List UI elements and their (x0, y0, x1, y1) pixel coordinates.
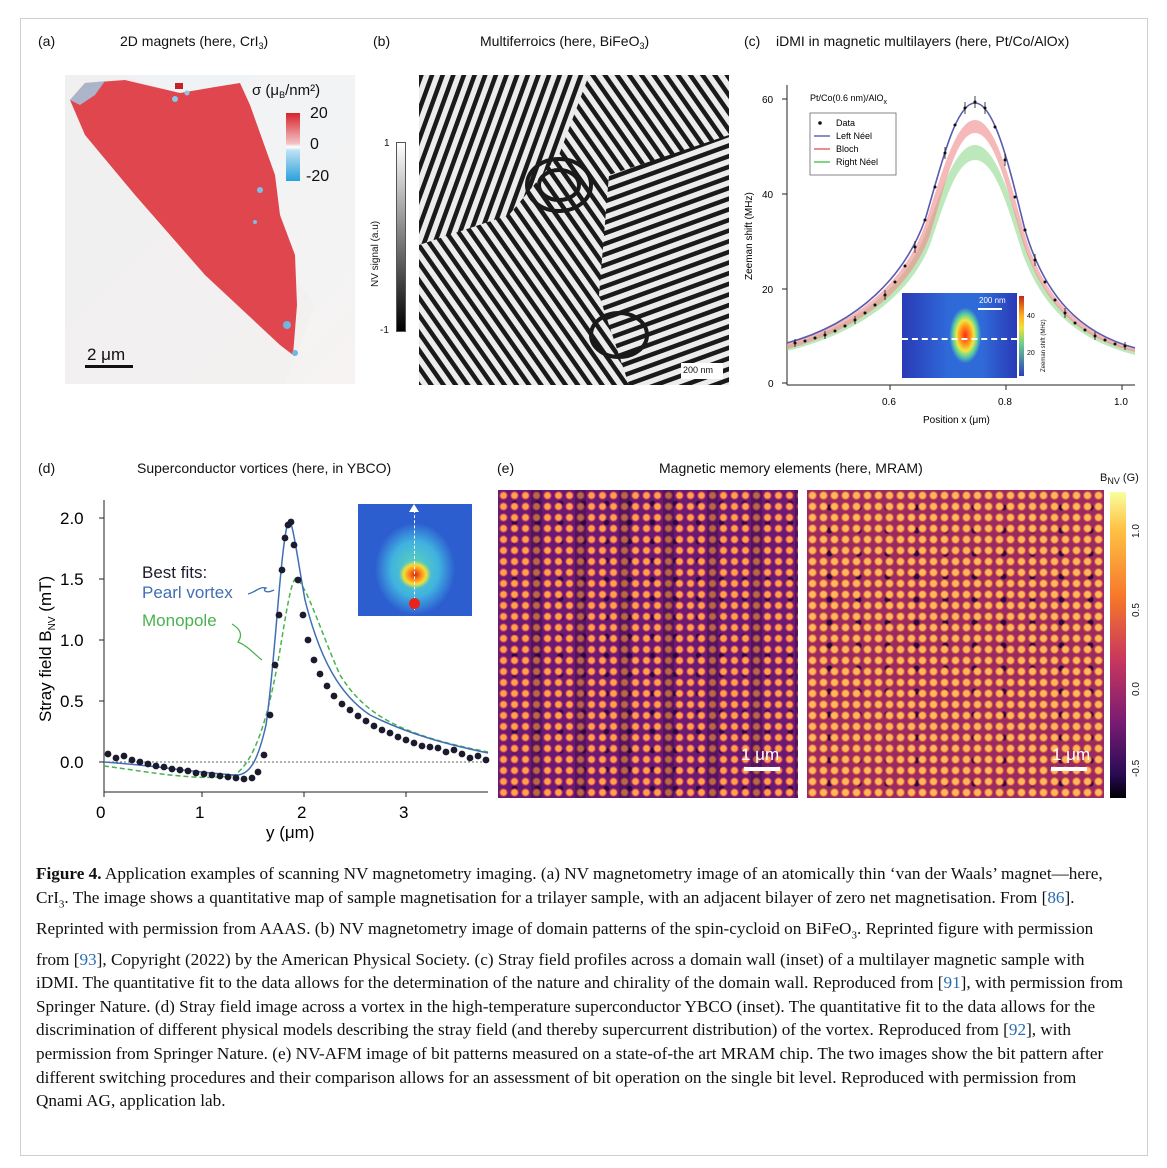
panel-d-annotation-pearl: Pearl vortex (142, 583, 233, 602)
panel-c-inset-colorbar-tick-40: 40 (1027, 313, 1035, 320)
panel-c-legend (809, 112, 897, 176)
mram-bit-pattern-right (807, 490, 1104, 798)
panel-d-ytick-2.0: 2.0 (60, 509, 84, 528)
panel-e-label: (e) (497, 460, 515, 476)
panel-d-annotation-best-fits: Best fits: (142, 563, 207, 582)
crI3-magnetisation-map (65, 75, 355, 384)
panel-c-legend-bloch: Bloch (836, 144, 859, 154)
panel-e-colorbar-label: BNV (G) (1100, 472, 1139, 486)
panel-c-xtick-0.6: 0.6 (882, 397, 896, 408)
panel-c-legend-left-neel: Left Néel (836, 131, 872, 141)
panel-e-colorbar-tick-0.5: 0.5 (1131, 603, 1142, 617)
panel-a-label: (a) (38, 33, 56, 49)
panel-d-inset-vortex-image (358, 504, 472, 616)
panel-b-colorbar-tick-max: 1 (384, 138, 390, 149)
panel-d-annotation-monopole: Monopole (142, 611, 217, 630)
panel-d-label: (d) (38, 460, 56, 476)
panel-c-xtick-1.0: 1.0 (1114, 397, 1128, 408)
panel-c-label: (c) (744, 33, 761, 49)
panel-c-ytick-20: 20 (762, 285, 774, 296)
mram-bit-pattern-left (498, 490, 798, 798)
panel-a-colorbar-tick-min: -20 (306, 168, 330, 185)
panel-d-ytick-1.5: 1.5 (60, 570, 84, 589)
panel-d-title: Superconductor vortices (here, in YBCO) (137, 460, 392, 476)
panel-b-label: (b) (373, 33, 391, 49)
caption-ref-92[interactable]: 92 (1008, 1020, 1027, 1040)
panel-c-data-points (793, 100, 1127, 348)
panel-d-xtick-0: 0 (96, 803, 105, 822)
panel-c-xlabel: Position x (μm) (923, 415, 990, 426)
panel-c-xtick-0.8: 0.8 (998, 397, 1012, 408)
panel-b-scalebar-label: 200 nm (683, 365, 714, 375)
panel-e-colorbar-tick-minus-0.5: -0.5 (1131, 759, 1142, 777)
panel-d-ytick-0.0: 0.0 (60, 753, 84, 772)
figure-caption-label: Figure 4. (36, 864, 102, 883)
panel-b-title: Multiferroics (here, BiFeO3) (480, 33, 650, 51)
panel-d-xtick-2: 2 (297, 803, 306, 822)
panel-c-ytick-0: 0 (768, 379, 774, 390)
panel-c-ytick-60: 60 (762, 95, 774, 106)
panel-d-ylabel: Stray field BNV (mT) (36, 576, 58, 722)
panel-a-colorbar-label: σ (μB/nm²) (252, 82, 321, 100)
figure-caption: Figure 4. Application examples of scanni… (36, 864, 1123, 1111)
panel-c-ytick-40: 40 (762, 190, 774, 201)
panel-d-xlabel: y (μm) (266, 823, 315, 842)
panel-a-scalebar-label: 2 μm (87, 345, 126, 364)
panel-c-legend-data: Data (836, 118, 855, 128)
panel-d-xtick-3: 3 (399, 803, 408, 822)
panel-d-ytick-0.5: 0.5 (60, 692, 84, 711)
panel-d-xtick-1: 1 (195, 803, 204, 822)
panel-b-colorbar-label: NV signal (a.u) (370, 220, 381, 287)
panel-c-inset-scalebar: 200 nm (979, 296, 1006, 305)
panel-e-colorbar (1110, 492, 1126, 798)
panel-b-colorbar (396, 142, 406, 332)
caption-ref-86[interactable]: 86 (1047, 887, 1065, 907)
panel-c-sample-label: Pt/Co(0.6 nm)/AlOx (810, 93, 888, 106)
panel-c-title: iDMI in magnetic multilayers (here, Pt/C… (776, 33, 1070, 49)
panel-c-legend-right-neel: Right Néel (836, 157, 878, 167)
panel-a-scalebar (85, 365, 133, 368)
panel-a-colorbar (286, 113, 300, 181)
panel-c-inset-colorbar (1019, 296, 1024, 376)
biFeO3-cycloid-image (419, 75, 729, 385)
panel-e-scalebar-left-label: 1 μm (741, 745, 780, 764)
panel-d-chart: 2.0 1.5 1.0 0.5 0.0 0 1 2 3 y (μm) Stray… (36, 500, 490, 842)
panel-a-colorbar-tick-zero: 0 (310, 136, 319, 153)
panel-d-data-points (104, 518, 490, 783)
caption-ref-91[interactable]: 91 (943, 973, 961, 993)
panel-c-ylabel: Zeeman shift (MHz) (744, 192, 755, 280)
panel-c-y-ticks (782, 98, 787, 384)
panel-e-colorbar-tick-1.0: 1.0 (1131, 524, 1142, 538)
panel-e-title: Magnetic memory elements (here, MRAM) (659, 460, 923, 476)
caption-ref-93[interactable]: 93 (79, 949, 97, 969)
panel-c-inset-colorbar-tick-20: 20 (1027, 350, 1035, 357)
panel-c-chart: 60 40 20 0 0.6 0.8 1.0 Position x (μm) Z… (744, 85, 1136, 426)
panel-e-colorbar-tick-0.0: 0.0 (1131, 682, 1142, 696)
panel-c-inset-colorbar-label: Zeeman shift (MHz) (1041, 319, 1047, 372)
panel-a-title: 2D magnets (here, CrI3) (120, 33, 269, 51)
panel-b-colorbar-tick-min: -1 (380, 325, 389, 336)
panel-e-scalebar-right-label: 1 μm (1052, 745, 1091, 764)
panel-c-inset-domain-wall-image: 200 nm (902, 293, 1017, 378)
panel-a-colorbar-tick-max: 20 (310, 105, 328, 122)
panel-d-ytick-1.0: 1.0 (60, 631, 84, 650)
